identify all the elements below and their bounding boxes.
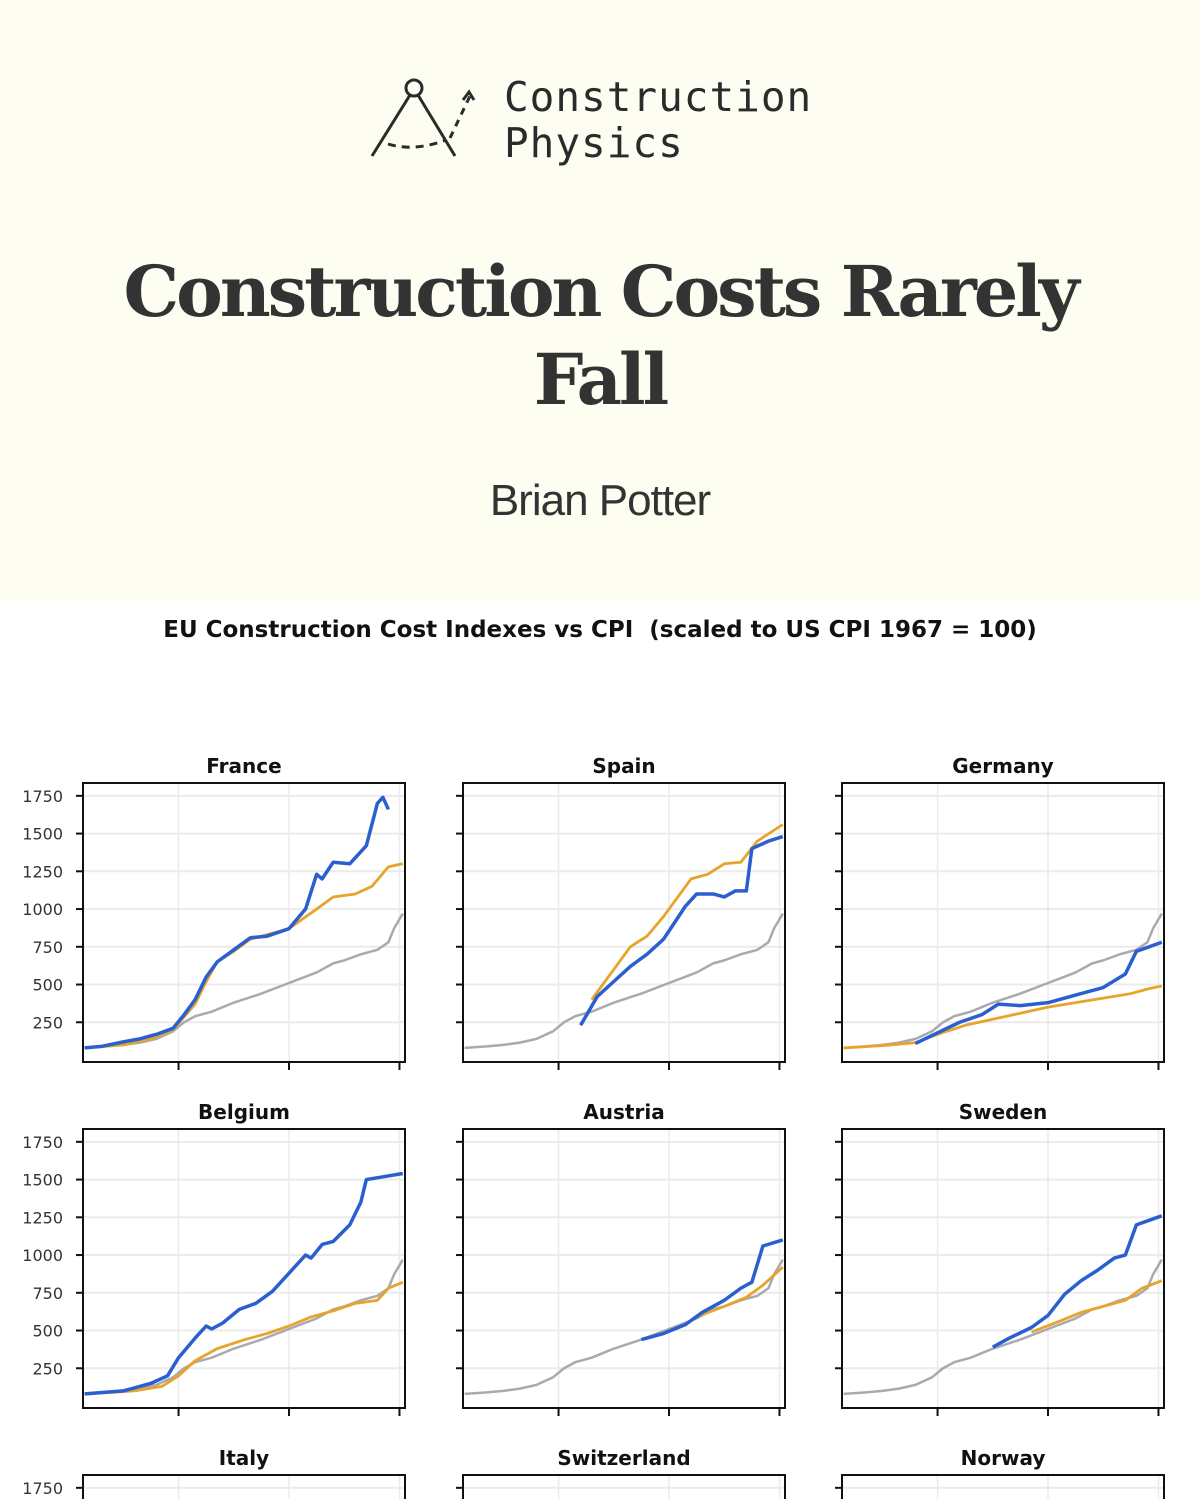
construction-cost-line [640,1238,784,1342]
y-tick-label: 1500 [22,825,63,844]
country-cpi-line [84,1280,404,1396]
panel-background [842,1129,1164,1408]
y-tick-label: 1000 [22,1246,63,1265]
y-tick-label: 1250 [22,862,63,881]
panel-title: Norway [961,1446,1046,1470]
y-tick-label: 1500 [22,1171,63,1190]
panel-frame [462,782,786,1063]
logo-text-line2: Physics [504,119,684,167]
panel-frame [841,1474,1165,1499]
panel-background [463,1129,785,1408]
y-tick-label: 500 [32,976,63,995]
construction-cost-line [579,834,784,1027]
panel-title: Austria [583,1100,664,1124]
panel-title: Belgium [198,1100,290,1124]
panel-title: Italy [219,1446,269,1470]
panel-title: Switzerland [557,1446,690,1470]
panel-background [83,783,405,1062]
panel-frame [462,1474,786,1499]
construction-physics-logo[interactable]: Construction Physics [366,74,846,174]
country-cpi-line [1030,1279,1163,1334]
y-tick-label: 750 [32,1284,63,1303]
logo-text: Construction Physics [504,74,812,166]
y-tick-label: 1750 [22,1479,63,1498]
y-tick-label: 1000 [22,900,63,919]
country-cpi-line [696,1266,784,1319]
panel-background [83,1129,405,1408]
us-cpi-line [843,1258,1163,1396]
y-tick-label: 500 [32,1322,63,1341]
panel-title: Germany [952,754,1053,778]
article-title: Construction Costs Rarely Fall [123,250,1079,421]
us-cpi-line [464,1258,784,1396]
panel-frame [462,1128,786,1409]
country-cpi-line [590,823,784,1001]
panel-frame [82,782,406,1063]
y-tick-label: 1750 [22,787,63,806]
us-cpi-line [84,1258,404,1396]
article-header: Construction Physics Construction Costs … [0,0,1200,600]
construction-cost-line [84,1171,404,1396]
us-cpi-line [464,912,784,1050]
chart-title: EU Construction Cost Indexes vs CPI (sca… [163,617,1037,643]
y-tick-label: 1250 [22,1208,63,1227]
y-tick-label: 1750 [22,1133,63,1152]
author-name[interactable]: Brian Potter [489,476,711,525]
panel-background [842,783,1164,1062]
logo-text-line1: Construction [504,73,813,121]
construction-cost-line [991,1214,1163,1349]
panel-frame [82,1128,406,1409]
panel-frame [841,1128,1165,1409]
compass-logo-icon [370,78,476,157]
construction-cost-line [914,940,1163,1045]
y-tick-label: 250 [32,1359,63,1378]
panel-background [463,783,785,1062]
panel-frame [82,1474,406,1499]
panel-frame [841,782,1165,1063]
us-cpi-line [843,912,1163,1050]
y-tick-label: 750 [32,938,63,957]
y-tick-label: 250 [32,1013,63,1032]
panel-title: France [206,754,281,778]
construction-cost-line [84,795,391,1050]
panel-title: Spain [592,754,655,778]
panel-title: Sweden [959,1100,1048,1124]
